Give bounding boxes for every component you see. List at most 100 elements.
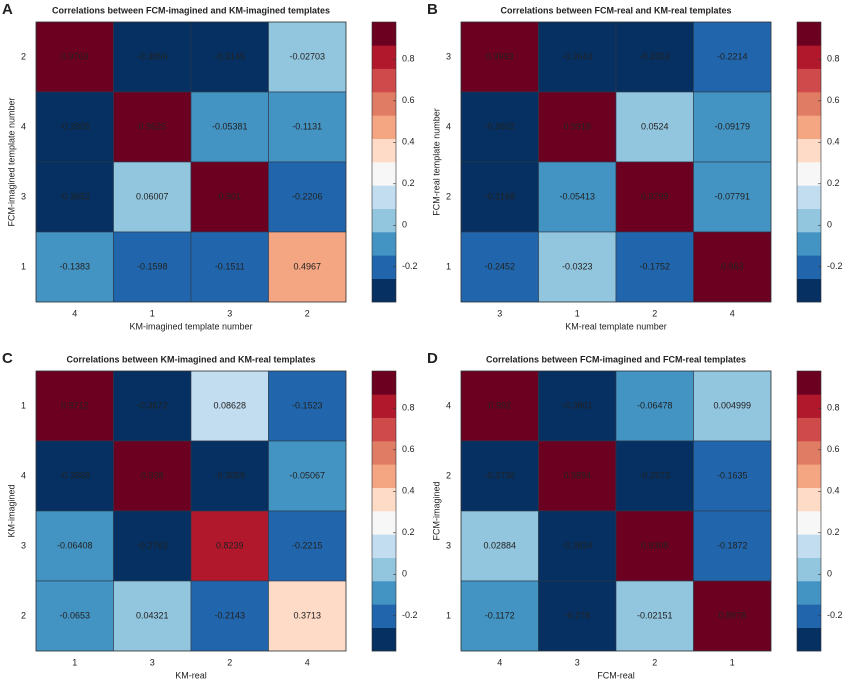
colorbar-swatch — [797, 581, 821, 605]
cell-label: -0.0653 — [59, 610, 90, 620]
y-axis-label: FCM-imagined — [431, 481, 441, 540]
heatmap-cell — [693, 510, 772, 582]
heatmap-cell — [113, 370, 192, 442]
colorbar-tick-label: 0.8 — [402, 403, 415, 413]
colorbar-tick-label: 0.4 — [827, 486, 840, 496]
colorbar-swatch — [797, 232, 821, 256]
y-tick-label: 3 — [21, 191, 26, 201]
cell-label: 0.08628 — [213, 400, 246, 410]
heatmap-cell — [268, 231, 347, 303]
y-tick-label: 1 — [446, 610, 451, 620]
colorbar-swatch — [797, 68, 821, 93]
heatmap-cell — [113, 231, 192, 303]
colorbar-swatch — [797, 464, 821, 488]
cell-label: -0.2206 — [292, 191, 323, 201]
x-tick-label: 2 — [652, 308, 657, 318]
colorbar-swatch — [372, 604, 396, 628]
heatmap-cell — [113, 510, 192, 582]
heatmap-cell — [615, 370, 694, 442]
y-tick-label: 3 — [446, 51, 451, 61]
y-tick-label: 1 — [21, 261, 26, 271]
plot-frame — [460, 21, 772, 303]
heatmap-cell — [460, 161, 539, 233]
y-axis-label: FCM-real template number — [431, 108, 441, 216]
heatmap-cell — [460, 231, 539, 303]
heatmap-cell — [268, 161, 347, 233]
colorbar-tick-label: 0.4 — [827, 137, 840, 147]
colorbar-swatch — [372, 581, 396, 605]
colorbar-frame — [796, 370, 822, 652]
x-tick-label: 3 — [227, 308, 232, 318]
colorbar-tick-label: -0.2 — [402, 610, 418, 620]
plot-frame — [35, 370, 347, 652]
colorbar-swatch — [372, 22, 396, 46]
colorbar-swatch — [797, 487, 821, 512]
cell-label: -0.02151 — [637, 610, 673, 620]
panel-letter: C — [2, 350, 13, 367]
panel: B Correlations between FCM-real and KM-re… — [427, 1, 843, 331]
colorbar-swatch — [797, 115, 821, 139]
heatmap-cell — [190, 580, 269, 652]
colorbar-tick-label: 0.8 — [827, 403, 840, 413]
colorbar-swatch — [797, 511, 821, 535]
colorbar-swatch — [372, 394, 396, 418]
heatmap-cell — [268, 510, 347, 582]
colorbar-swatch — [797, 208, 821, 233]
heatmap-cell — [460, 440, 539, 512]
y-tick-label: 1 — [446, 261, 451, 271]
colorbar-tick-label: 0.8 — [827, 54, 840, 64]
colorbar-tick-label: 0.4 — [402, 137, 415, 147]
heatmap-cell — [268, 91, 347, 163]
y-tick-label: 2 — [21, 51, 26, 61]
colorbar-swatch — [372, 441, 396, 465]
colorbar-swatch — [797, 557, 821, 582]
cell-label: -0.3868 — [59, 470, 90, 480]
colorbar-tick-label: 0.6 — [402, 444, 415, 454]
colorbar-tick-label: -0.2 — [827, 261, 843, 271]
colorbar-swatch — [372, 255, 396, 279]
cell-label: -0.3059 — [214, 470, 245, 480]
cell-label: -0.05413 — [559, 191, 595, 201]
y-tick-label: 4 — [21, 470, 26, 480]
colorbar-tick-label: 0.2 — [402, 178, 415, 188]
cell-label: 0.9894 — [563, 470, 591, 480]
colorbar-swatch — [797, 534, 821, 558]
heatmap-cell — [113, 161, 192, 233]
cell-label: -0.02703 — [289, 51, 325, 61]
colorbar-swatch — [372, 278, 396, 303]
heatmap-cell — [35, 580, 114, 652]
heatmap-cell — [538, 510, 617, 582]
cell-label: -0.3856 — [137, 51, 168, 61]
colorbar-swatch — [372, 185, 396, 209]
colorbar-swatch — [797, 441, 821, 465]
heatmap-cell — [460, 21, 539, 93]
heatmap-cell — [693, 440, 772, 512]
colorbar-swatch — [797, 371, 821, 395]
cell-label: -0.2763 — [137, 540, 168, 550]
x-tick-label: 4 — [730, 308, 735, 318]
cell-label: -0.0323 — [562, 261, 593, 271]
panel-letter: D — [427, 350, 438, 367]
colorbar-swatch — [372, 511, 396, 535]
heatmap-cell — [268, 21, 347, 93]
heatmap-cell — [190, 231, 269, 303]
colorbar-swatch — [372, 208, 396, 233]
heatmap-cell — [35, 231, 114, 303]
cell-label: -0.2452 — [484, 261, 515, 271]
cell-label: -0.278 — [564, 610, 590, 620]
colorbar-swatch — [797, 255, 821, 279]
colorbar-tick-label: 0.2 — [827, 527, 840, 537]
cell-label: -0.1172 — [485, 610, 515, 620]
colorbar-swatch — [797, 185, 821, 209]
cell-label: -0.1131 — [292, 121, 322, 131]
cell-label: -0.3353 — [639, 51, 670, 61]
panel: A Correlations between FCM-imagined and K… — [2, 1, 418, 331]
colorbar-swatch — [372, 45, 396, 69]
cell-label: -0.3643 — [562, 51, 593, 61]
heatmap-cell — [35, 91, 114, 163]
cell-label: -0.3145 — [214, 51, 245, 61]
cell-label: 0.938 — [141, 470, 164, 480]
colorbar-swatch — [372, 115, 396, 139]
colorbar-swatch — [372, 627, 396, 652]
x-tick-label: 3 — [497, 308, 502, 318]
